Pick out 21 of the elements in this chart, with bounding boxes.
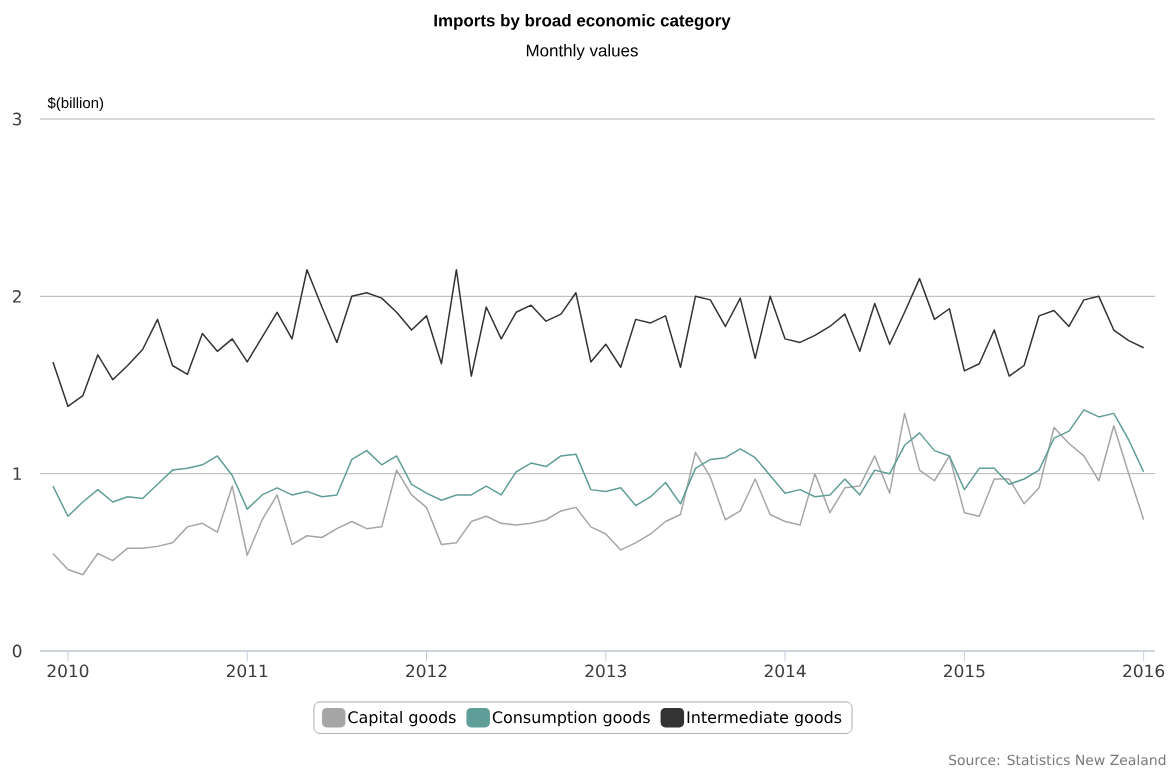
- chart-subtitle: Monthly values: [526, 44, 638, 60]
- legend-label: Consumption goods: [492, 710, 650, 727]
- x-tick-label: 2011: [226, 664, 268, 678]
- y-tick-label: 2: [12, 290, 21, 303]
- source-note: Source: Statistics New Zealand: [949, 754, 1166, 766]
- legend-label: Intermediate goods: [687, 710, 842, 727]
- line-series: [52, 268, 1145, 408]
- y-tick-label: 0: [12, 644, 22, 658]
- y-tick-label: 1: [13, 467, 21, 480]
- x-tick-label: 2012: [406, 664, 447, 678]
- x-tick-label: 2016: [1123, 664, 1165, 678]
- x-tick-label: 2014: [764, 664, 806, 678]
- legend-label: Capital goods: [348, 710, 456, 727]
- line-series: [52, 409, 1145, 517]
- y-axis-title: $(billion): [47, 96, 104, 112]
- line-series: [52, 412, 1145, 576]
- y-tick-label: 3: [13, 112, 22, 126]
- x-tick-label: 2013: [585, 664, 626, 678]
- x-tick-label: 2015: [944, 664, 985, 678]
- chart-title: Imports by broad economic category: [434, 14, 731, 30]
- x-tick-label: 2010: [47, 664, 89, 678]
